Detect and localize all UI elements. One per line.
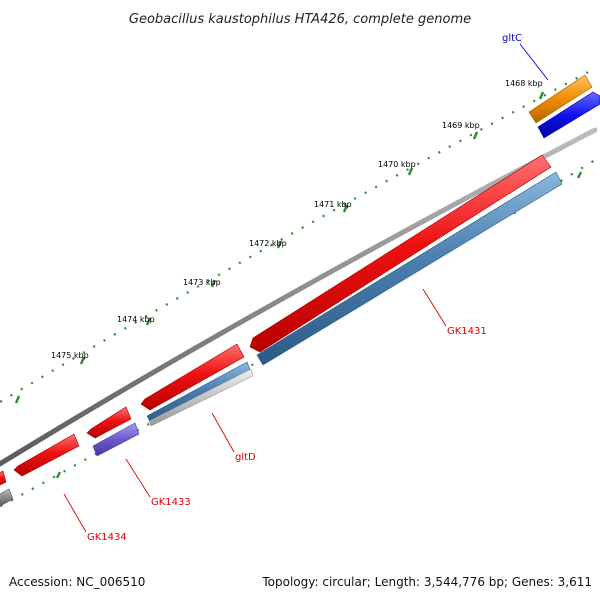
leader-gltD	[211, 412, 235, 453]
tick-label: 1471 kbp	[314, 200, 352, 209]
reverse-cds-gltC[interactable]	[537, 91, 600, 139]
kbp-labels: 1468 kbp 1469 kbp 1470 kbp 1471 kbp 1472…	[51, 79, 543, 360]
outer-tick-ring	[0, 69, 593, 404]
gene-labels: gltC GK1431 gltD GK1433 GK1434	[87, 33, 522, 543]
tick-label: 1469 kbp	[442, 121, 480, 130]
reverse-cds-edge[interactable]	[0, 488, 14, 507]
tick-label: 1472 kbp	[249, 239, 287, 248]
cds-arrow-GK1434[interactable]	[13, 433, 80, 477]
cds-arrow-GK1433[interactable]	[86, 406, 132, 439]
gene-label-gltD[interactable]: gltD	[235, 452, 256, 463]
forward-cds-track	[0, 74, 593, 487]
cds-arrow-GK1431[interactable]	[249, 154, 552, 353]
reverse-cds-GK1431[interactable]	[256, 171, 563, 366]
tick-label: 1473 kbp	[183, 278, 221, 287]
reverse-cds-GK1433[interactable]	[92, 422, 140, 457]
leader-GK1431	[422, 288, 447, 327]
tick-label: 1470 kbp	[378, 160, 416, 169]
leader-GK1433	[125, 458, 151, 498]
gene-label-GK1431[interactable]: GK1431	[447, 326, 487, 337]
genome-backbone	[0, 127, 598, 467]
gene-label-GK1433[interactable]: GK1433	[151, 497, 191, 508]
leader-gltC	[519, 43, 549, 81]
cds-arrow-edge[interactable]	[0, 470, 7, 487]
tick-label: 1474 kbp	[117, 315, 155, 324]
cds-arrow-gltD[interactable]	[140, 343, 245, 411]
leader-GK1434	[63, 493, 87, 533]
map-title: Geobacillus kaustophilus HTA426, complet…	[129, 12, 471, 27]
tick-label: 1468 kbp	[505, 79, 543, 88]
tick-label: 1475 kbp	[51, 351, 89, 360]
gene-label-gltC[interactable]: gltC	[502, 33, 522, 44]
gene-label-leaders	[63, 43, 549, 533]
gene-label-GK1434[interactable]: GK1434	[87, 532, 127, 543]
reverse-cds-track	[0, 91, 600, 507]
topology-text: Topology: circular; Length: 3,544,776 bp…	[261, 575, 592, 589]
outer-major-ticks	[14, 91, 545, 404]
accession-text: Accession: NC_006510	[9, 575, 145, 589]
cds-arrow-gltC[interactable]	[528, 74, 593, 124]
reverse-cds-gltD-shadow	[148, 368, 254, 427]
